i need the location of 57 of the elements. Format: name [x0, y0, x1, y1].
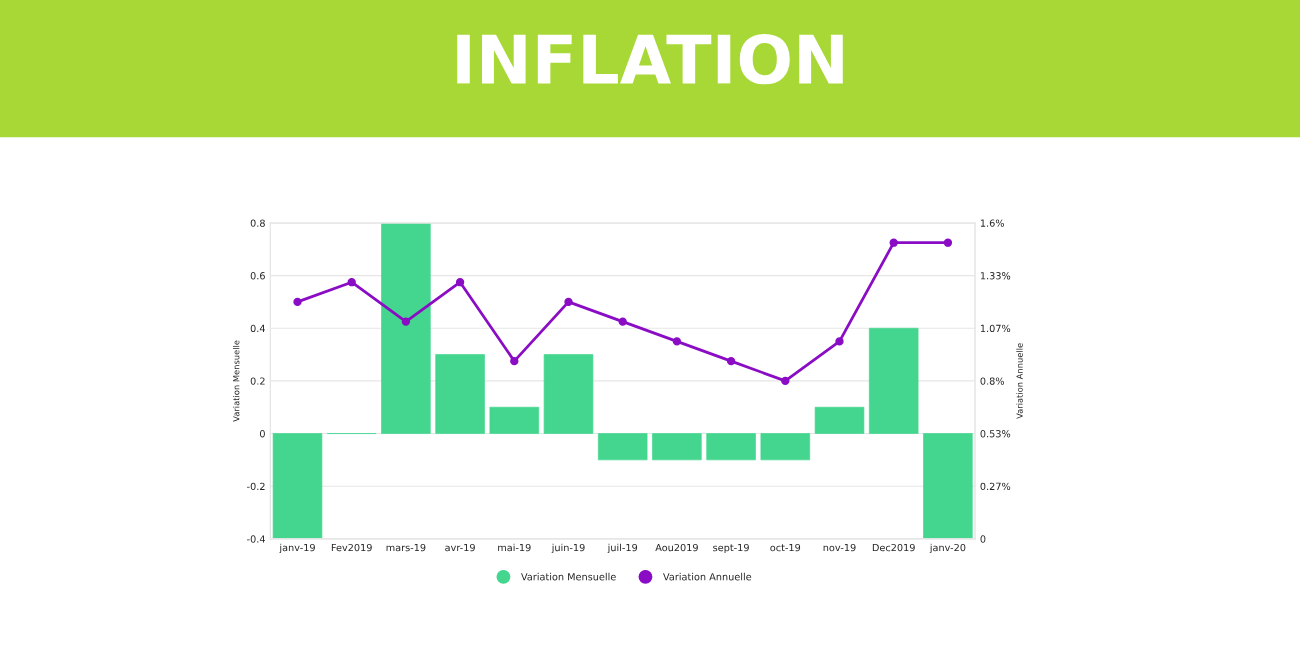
y2-tick-label: 1.6% [980, 219, 1005, 227]
x-tick-label: avr-19 [445, 543, 475, 552]
bar [923, 433, 973, 539]
y-tick-label: 0.4 [250, 324, 265, 333]
y2-tick-label: 1.07% [980, 324, 1011, 333]
x-tick-label: nov-19 [823, 543, 856, 552]
x-tick-label: sept-19 [713, 543, 749, 554]
point [726, 356, 736, 366]
point [943, 238, 953, 247]
x-tick-label: mai-19 [498, 543, 531, 552]
chart-title: INFLATION [457, 33, 843, 85]
point [455, 278, 465, 287]
x-tick-label: juin-19 [551, 543, 585, 554]
x-tick-label: janv-19 [279, 543, 315, 554]
y2-tick-label: 0 [980, 535, 986, 543]
x-tick-label: juil-19 [607, 543, 638, 554]
bar [489, 406, 540, 434]
legend-label: Variation Mensuelle [521, 572, 616, 581]
point [889, 238, 898, 247]
bar [868, 327, 919, 434]
bar [706, 433, 756, 461]
point [564, 297, 573, 307]
y-tick-label: 0.2 [250, 377, 265, 385]
point [347, 278, 356, 287]
x-tick-label: Dec2019 [872, 543, 915, 552]
point [510, 356, 519, 366]
y-tick-label: 0 [259, 430, 265, 438]
x-tick-label: Aou2019 [655, 543, 698, 552]
y2-tick-label: 0.53% [980, 430, 1011, 438]
point [835, 337, 844, 346]
y-tick-label: -0.2 [247, 482, 265, 491]
bar [760, 433, 811, 461]
y2-tick-label: 1.33% [980, 272, 1011, 280]
bar [381, 222, 431, 434]
bar [543, 354, 594, 434]
y2-tick-label: 0.27% [980, 482, 1011, 491]
x-tick-label: mars-19 [386, 543, 426, 552]
bar [814, 406, 865, 434]
y2-tick-label: 0.8% [980, 377, 1005, 385]
legend-label: Variation Annuelle [663, 572, 752, 581]
point [781, 376, 790, 386]
x-tick-label: janv-20 [929, 543, 966, 554]
bar [272, 433, 323, 539]
y-tick-label: -0.4 [247, 535, 265, 543]
y2-axis-title: Variation Annuelle [1016, 343, 1023, 419]
point [618, 317, 627, 326]
y-axis-title: Variation Mensuelle [232, 340, 240, 422]
bar [652, 433, 702, 461]
point [401, 317, 411, 326]
x-tick-label: Fev2019 [331, 543, 372, 552]
bar [435, 354, 485, 434]
point [672, 337, 682, 346]
y-tick-label: 0.6 [250, 272, 265, 280]
y-tick-label: 0.8 [250, 219, 265, 227]
point [293, 297, 302, 307]
bar [597, 433, 648, 461]
x-tick-label: oct-19 [770, 543, 801, 552]
